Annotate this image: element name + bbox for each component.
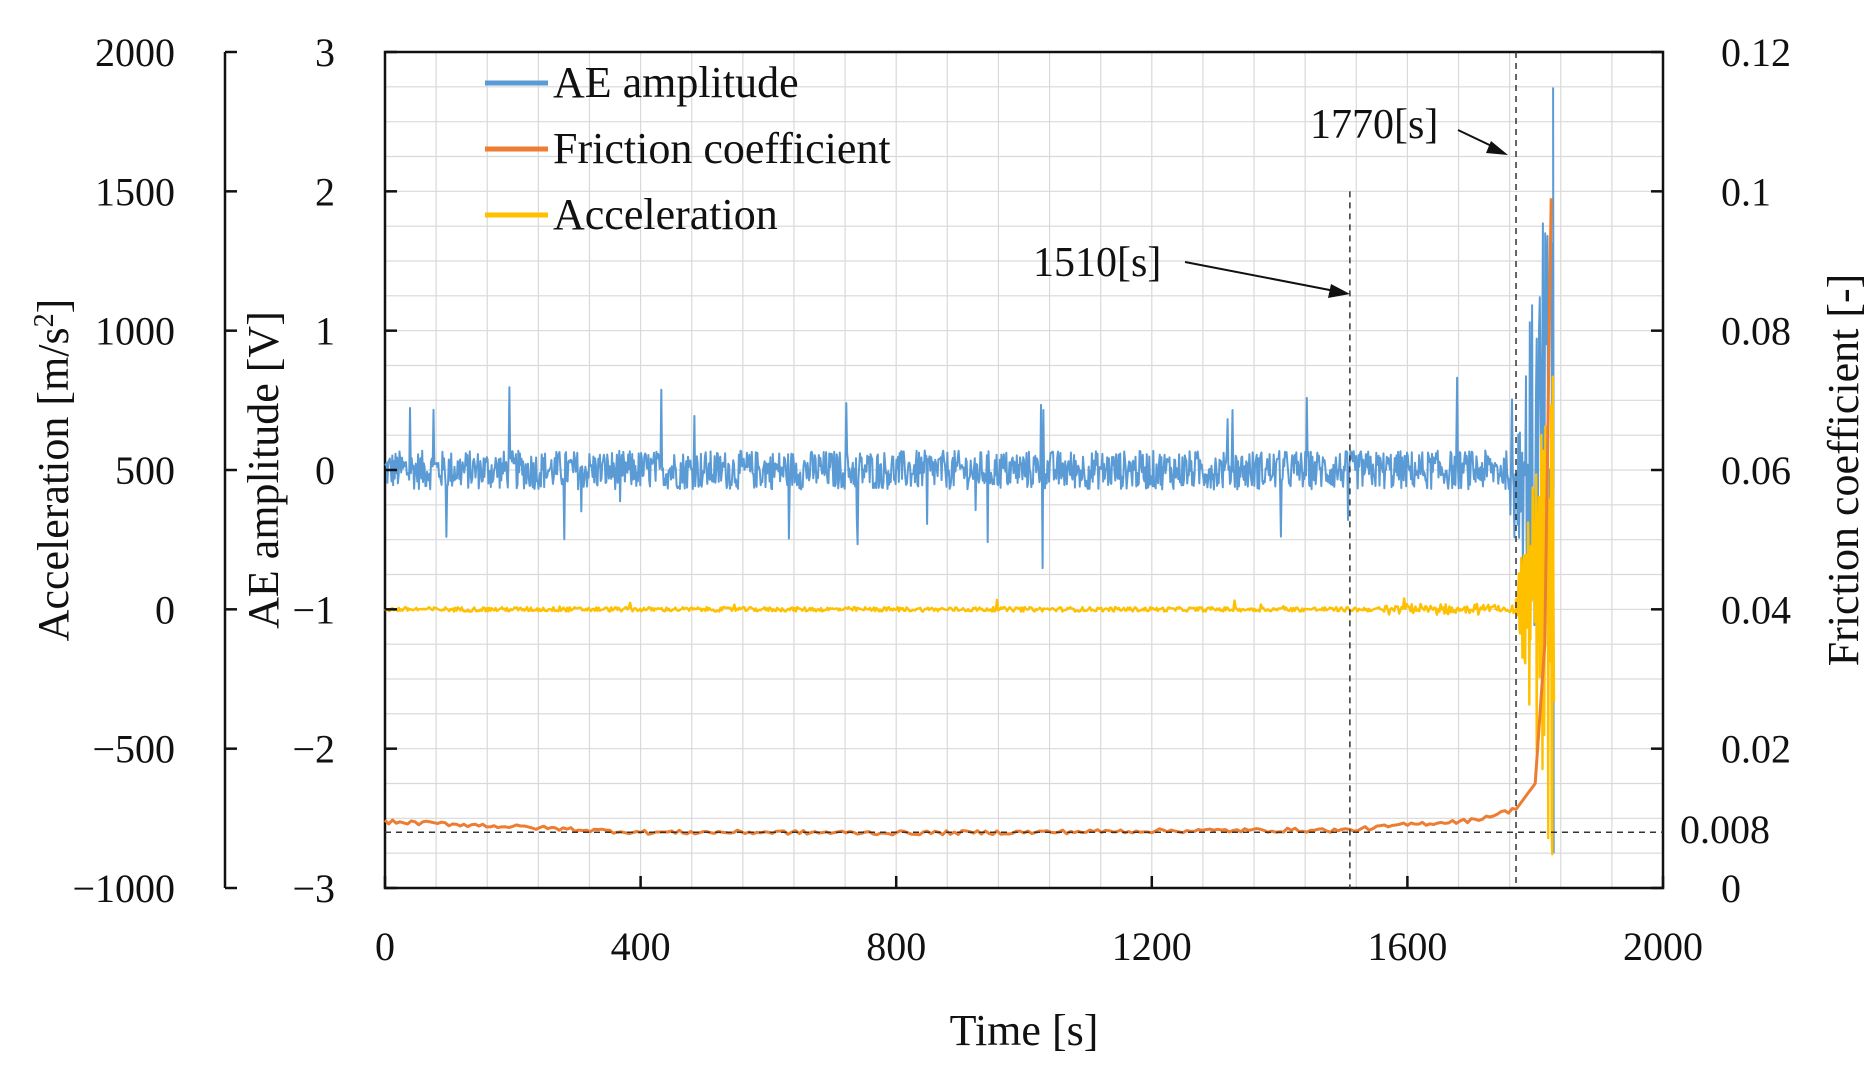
legend-label-friction: Friction coefficient [553, 124, 891, 173]
axes [223, 50, 1665, 890]
acceleration-tick-label: −1000 [72, 866, 175, 911]
series-line-ae-amplitude [384, 87, 1555, 854]
acceleration-tick-label: −500 [92, 727, 175, 772]
acceleration-tick-label: 1000 [95, 309, 175, 354]
acceleration-tick-label: 500 [115, 448, 175, 493]
annotation-1510-arrowhead [1328, 284, 1350, 298]
series-ae-amplitude [384, 87, 1555, 854]
ae-tick-label: 3 [315, 30, 335, 75]
annotation-1510-label: 1510[s] [1033, 240, 1161, 286]
friction-tick-label: 0.08 [1721, 309, 1791, 354]
legend-label-ae: AE amplitude [553, 58, 799, 107]
ae-tick-label: −1 [292, 587, 335, 632]
acceleration-axis-title: Acceleration [m/s2] [29, 299, 79, 642]
friction-tick-label: 0.1 [1721, 169, 1771, 214]
acceleration-tick-label: 0 [155, 587, 175, 632]
ae-axis-title: AE amplitude [V] [239, 311, 288, 629]
x-tick-label: 1200 [1112, 924, 1192, 969]
friction-tick-label: 0.02 [1721, 727, 1791, 772]
ae-tick-label: −3 [292, 866, 335, 911]
annotation-1770: 1770[s] [1310, 102, 1508, 155]
annotation-1510: 1510[s] [1033, 240, 1350, 298]
ae-tick-label: −2 [292, 727, 335, 772]
series-acceleration [384, 375, 1556, 856]
friction-tick-label: 0.06 [1721, 448, 1791, 493]
x-tick-label: 1600 [1367, 924, 1447, 969]
friction-tick-label: 0 [1721, 866, 1741, 911]
series-friction-coefficient [383, 198, 1553, 837]
legend: AE amplitude Friction coefficient Accele… [485, 58, 891, 239]
reference-lines [385, 52, 1663, 888]
annotation-1510-arrow [1184, 261, 1341, 293]
acceleration-tick-label: 1500 [95, 169, 175, 214]
series-line-acceleration [384, 375, 1556, 856]
annotation-1770-label: 1770[s] [1310, 102, 1438, 148]
acceleration-tick-label: 2000 [95, 30, 175, 75]
x-tick-label: 2000 [1623, 924, 1703, 969]
tick-labels: 2000150010005000−500−10003210−1−2−30.120… [72, 30, 1791, 969]
ae-tick-label: 0 [315, 448, 335, 493]
x-axis-title: Time [s] [950, 1006, 1099, 1055]
ae-tick-label: 2 [315, 169, 335, 214]
x-tick-label: 800 [866, 924, 926, 969]
series-line-friction-coefficient [383, 198, 1553, 837]
friction-tick-label: 0.12 [1721, 30, 1791, 75]
annotation-0008-label: 0.008 [1680, 807, 1770, 852]
friction-tick-label: 0.04 [1721, 587, 1791, 632]
x-tick-label: 400 [611, 924, 671, 969]
legend-label-acceleration: Acceleration [553, 190, 778, 239]
annotation-1770-arrowhead [1486, 141, 1508, 155]
friction-axis-title: Friction coefficient [-] [1819, 274, 1868, 667]
x-tick-label: 0 [375, 924, 395, 969]
ae-tick-label: 1 [315, 309, 335, 354]
